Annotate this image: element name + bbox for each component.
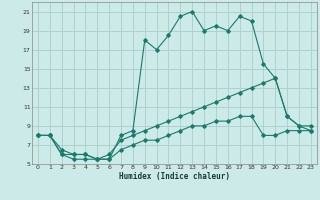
X-axis label: Humidex (Indice chaleur): Humidex (Indice chaleur) xyxy=(119,172,230,181)
